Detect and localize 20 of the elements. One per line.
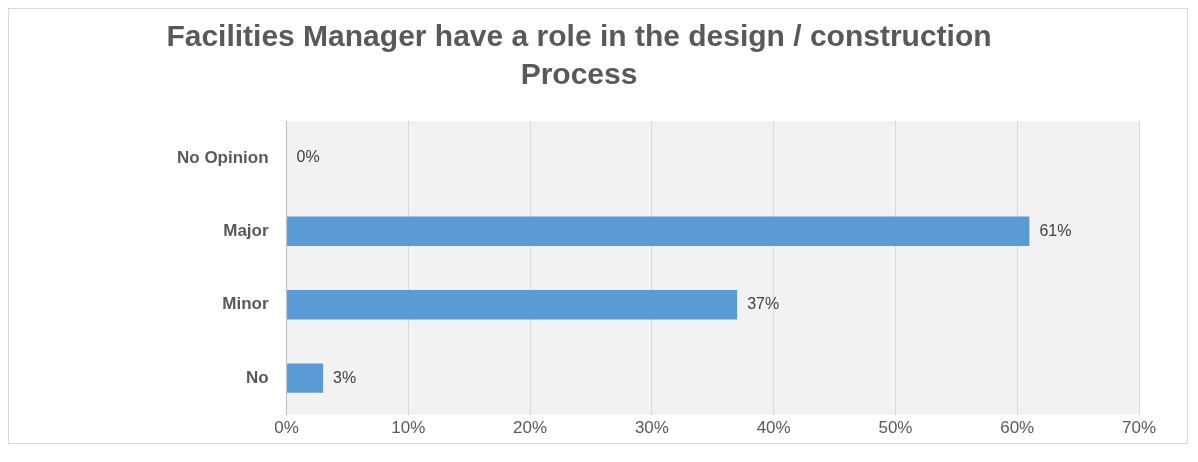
bar xyxy=(287,363,324,393)
data-label: 3% xyxy=(333,368,357,386)
x-tick-label: 0% xyxy=(274,417,299,437)
bar xyxy=(287,290,738,320)
y-tick-label: No xyxy=(245,367,269,387)
y-tick-label: No Opinion xyxy=(177,147,269,167)
chart-title: Facilities Manager have a role in the design / construction Process xyxy=(165,18,993,92)
x-tick-label: 20% xyxy=(513,417,548,437)
y-tick-label: Minor xyxy=(222,294,269,314)
x-tick-label: 50% xyxy=(878,417,913,437)
data-label: 61% xyxy=(1039,221,1072,239)
x-tick-label: 60% xyxy=(1000,417,1035,437)
data-label: 0% xyxy=(296,148,320,166)
x-tick-label: 40% xyxy=(756,417,791,437)
x-tick-label: 70% xyxy=(1121,417,1157,437)
data-label: 37% xyxy=(747,295,780,313)
y-tick-label: Major xyxy=(223,220,269,240)
bar xyxy=(287,216,1030,246)
x-tick-label: 30% xyxy=(634,417,669,437)
x-tick-label: 10% xyxy=(391,417,426,437)
